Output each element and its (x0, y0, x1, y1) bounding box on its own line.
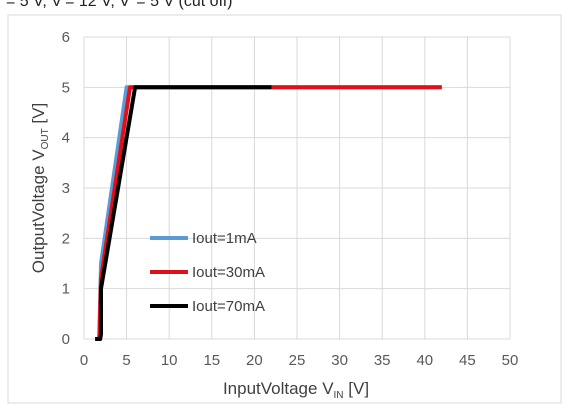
series-line-iout-70ma (95, 85, 272, 341)
legend-label-iout-70ma: Iout=70mA (192, 298, 265, 315)
x-axis-title: InputVoltage VIN [V] (223, 379, 369, 401)
x-tick-label: 10 (161, 352, 178, 369)
y-tick-label: 6 (62, 29, 70, 46)
legend-label-iout-30ma: Iout=30mA (192, 264, 265, 281)
x-tick-label: 5 (122, 352, 130, 369)
y-tick-label: 3 (62, 180, 70, 197)
y-tick-label: 5 (62, 79, 70, 96)
y-tick-labels: 0 1 2 3 4 5 6 (62, 29, 70, 348)
series-lines (95, 85, 442, 341)
y-tick-label: 2 (62, 230, 70, 247)
x-tick-label: 25 (289, 352, 306, 369)
x-tick-label: 50 (502, 352, 519, 369)
header-text: = 5 V, V = 12 V, V = 5 V (cut off) (6, 0, 233, 10)
legend-label-iout-1ma: Iout=1mA (192, 230, 257, 247)
x-tick-label: 20 (246, 352, 263, 369)
x-tick-label: 45 (459, 352, 476, 369)
y-tick-label: 4 (62, 130, 70, 147)
x-tick-label: 15 (203, 352, 220, 369)
y-axis-title: OutputVoltage VOUT [V] (29, 103, 51, 273)
y-tick-label: 0 (62, 331, 70, 348)
x-tick-label: 30 (331, 352, 348, 369)
x-tick-label: 40 (416, 352, 433, 369)
x-tick-label: 0 (80, 352, 88, 369)
x-tick-label: 35 (374, 352, 391, 369)
chart-frame (7, 14, 562, 404)
y-tick-label: 1 (62, 281, 70, 298)
x-tick-labels: 0 5 10 15 20 25 30 35 40 45 50 (80, 352, 519, 369)
legend: Iout=1mA Iout=30mA Iout=70mA (150, 230, 265, 315)
